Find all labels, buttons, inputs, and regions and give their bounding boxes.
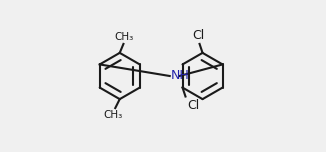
Text: CH₃: CH₃ <box>114 32 133 42</box>
Text: Cl: Cl <box>187 99 199 112</box>
Text: CH₃: CH₃ <box>103 110 123 120</box>
Text: NH: NH <box>170 69 189 82</box>
Text: Cl: Cl <box>193 29 205 42</box>
